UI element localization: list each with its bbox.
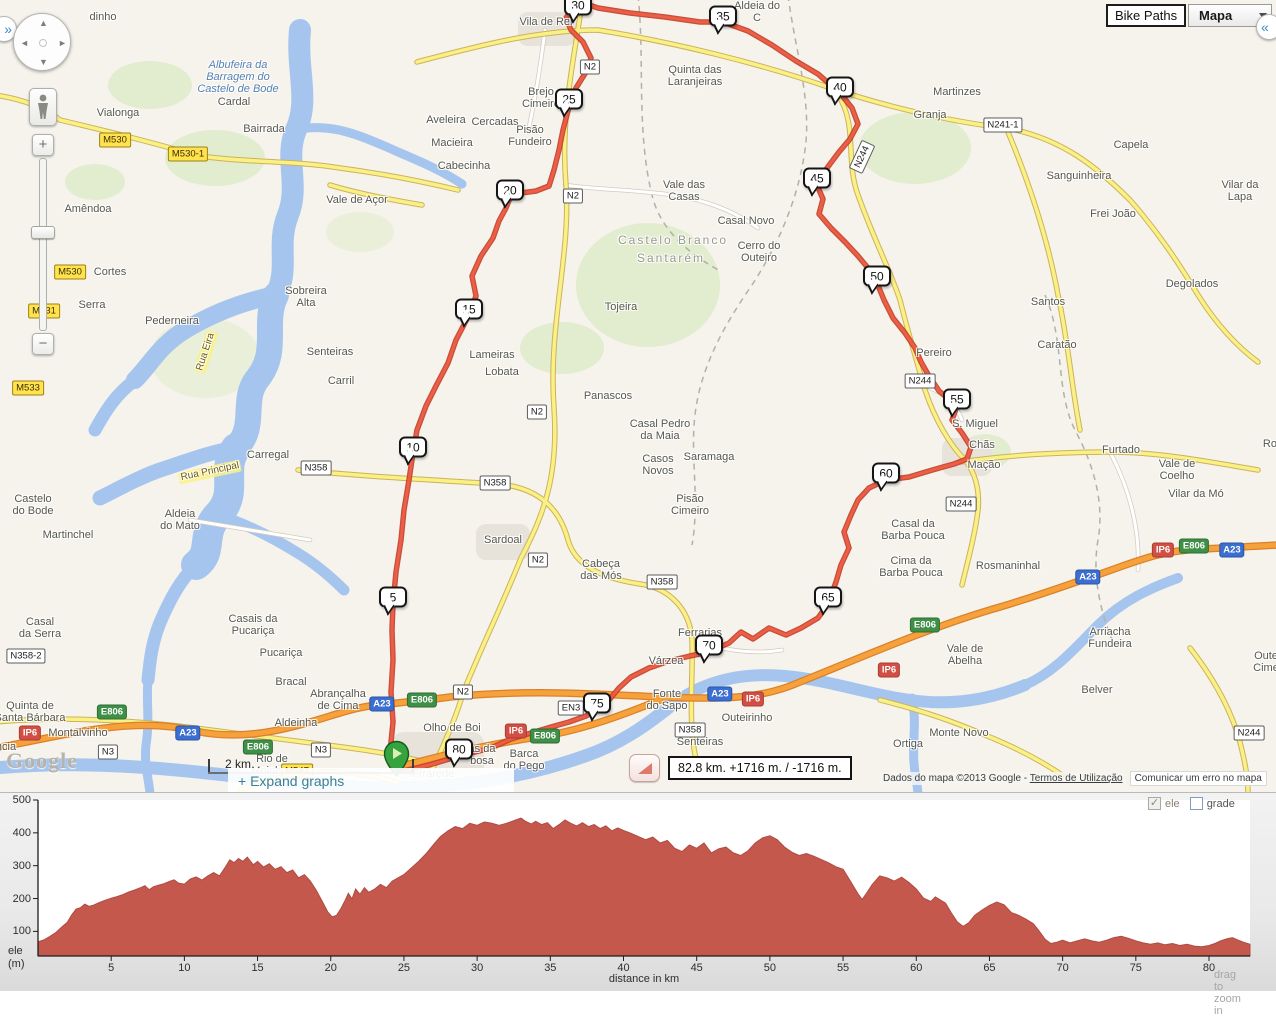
- km-marker-65[interactable]: 65: [814, 586, 842, 608]
- x-tick-label: 10: [178, 962, 191, 974]
- x-tick-label: 50: [763, 962, 776, 974]
- y-tick-label: 200: [12, 892, 31, 905]
- scale-label: 2 km: [225, 757, 252, 771]
- route-planner-app: dinho Albufeira da Barragem do Castelo de…: [0, 0, 1276, 991]
- grade-legend-label: grade: [1206, 797, 1235, 810]
- x-tick-label: 55: [836, 962, 850, 974]
- x-tick-label: 75: [1129, 962, 1142, 974]
- map-type-label: Mapa: [1199, 8, 1233, 23]
- pegman-icon: [38, 94, 48, 119]
- km-marker-40[interactable]: 40: [826, 76, 854, 98]
- km-marker-50[interactable]: 50: [863, 265, 891, 287]
- x-tick-label: 40: [617, 962, 630, 974]
- km-marker-60[interactable]: 60: [872, 462, 900, 484]
- km-marker-45[interactable]: 45: [803, 167, 831, 189]
- expand-graphs-strip: + Expand graphs: [228, 768, 514, 792]
- report-error-link[interactable]: Comunicar um erro no mapa: [1129, 771, 1267, 786]
- terms-link[interactable]: Termos de Utilização: [1029, 773, 1123, 784]
- elevation-chart[interactable]: 500 400 300 200 100 5 10 15 20 25 30 35 40 45 50 55 60 6…: [0, 793, 1276, 1017]
- km-marker-5[interactable]: 5: [379, 586, 407, 608]
- x-tick-label: 20: [324, 962, 337, 974]
- district-boundary: [637, 0, 1113, 641]
- km-marker-10[interactable]: 10: [399, 436, 427, 458]
- x-tick-label: 65: [983, 962, 996, 974]
- y-tick-label: 500: [12, 794, 31, 806]
- x-tick-label: 15: [251, 962, 264, 974]
- km-marker-55[interactable]: 55: [943, 388, 971, 410]
- zoom-slider-handle[interactable]: [31, 226, 55, 239]
- bike-paths-toggle-button[interactable]: Bike Paths: [1106, 4, 1187, 27]
- y-tick-label: 400: [12, 826, 31, 839]
- x-axis-title: distance in km: [608, 973, 680, 985]
- minor-roads: [187, 27, 1141, 655]
- km-marker-20[interactable]: 20: [496, 179, 524, 201]
- x-tick-label: 70: [1056, 962, 1069, 974]
- water-bodies: [0, 19, 1183, 792]
- x-tick-label: 30: [471, 962, 484, 974]
- elevation-chart-plot: [33, 799, 1251, 961]
- zoom-slider-track[interactable]: [39, 158, 47, 331]
- attribution-text: Dados do mapa ©2013 Google -: [883, 773, 1028, 784]
- x-tick-label: 45: [690, 962, 703, 974]
- flag-triangle-icon: [637, 763, 652, 774]
- pan-right-icon[interactable]: ►: [58, 38, 67, 48]
- zoom-out-button[interactable]: −: [32, 333, 54, 355]
- pan-down-icon[interactable]: ▼: [39, 57, 48, 67]
- km-marker-80[interactable]: 80: [445, 738, 473, 760]
- chart-legend: ✓ ele grade: [1148, 797, 1235, 810]
- panel-collapse-button[interactable]: «: [1256, 14, 1276, 40]
- elevation-area-series: [37, 817, 1251, 957]
- map-type-dropdown[interactable]: Mapa: [1188, 4, 1272, 27]
- x-tick-label: 60: [910, 962, 923, 974]
- axis-ticks: [33, 799, 1210, 961]
- km-marker-30[interactable]: 30: [564, 0, 592, 16]
- google-logo: Google: [6, 748, 78, 773]
- route-start-pin[interactable]: [383, 740, 410, 778]
- ele-checkbox[interactable]: ✓: [1148, 797, 1161, 810]
- y-axis-title: ele (m): [8, 945, 25, 970]
- km-marker-35[interactable]: 35: [709, 5, 737, 27]
- km-marker-25[interactable]: 25: [555, 88, 583, 110]
- route-stats-box: 82.8 km. +1716 m. / -1716 m.: [668, 756, 852, 780]
- x-tick-label: 80: [1202, 962, 1216, 974]
- pan-up-icon[interactable]: ▲: [39, 18, 48, 28]
- km-marker-15[interactable]: 15: [455, 298, 483, 320]
- pan-center-dot[interactable]: [39, 39, 47, 47]
- grade-checkbox[interactable]: [1189, 797, 1203, 810]
- pan-control[interactable]: ▲ ▼ ◄ ►: [13, 13, 71, 71]
- km-marker-75[interactable]: 75: [583, 692, 611, 714]
- map-base-layer: [0, 0, 1276, 792]
- direction-flag-button[interactable]: [629, 754, 660, 782]
- ele-legend-label: ele: [1165, 797, 1180, 810]
- km-marker-70[interactable]: 70: [695, 634, 723, 656]
- y-tick-label: 100: [12, 925, 31, 938]
- expand-graphs-link[interactable]: + Expand graphs: [238, 772, 345, 789]
- zoom-in-button[interactable]: +: [32, 134, 54, 156]
- pan-left-icon[interactable]: ◄: [20, 38, 29, 48]
- x-tick-label: 25: [397, 962, 411, 974]
- map-canvas[interactable]: dinho Albufeira da Barragem do Castelo de…: [0, 0, 1276, 793]
- street-view-pegman[interactable]: [29, 88, 57, 126]
- secondary-roads: [0, 0, 1261, 792]
- map-attribution: Dados do mapa ©2013 Google - Termos de U…: [880, 770, 1276, 787]
- y-tick-label: 300: [12, 859, 31, 872]
- drag-to-zoom-hint: drag to zoom in: [1214, 969, 1241, 1017]
- x-tick-label: 35: [544, 962, 557, 974]
- x-tick-label: 5: [108, 962, 115, 974]
